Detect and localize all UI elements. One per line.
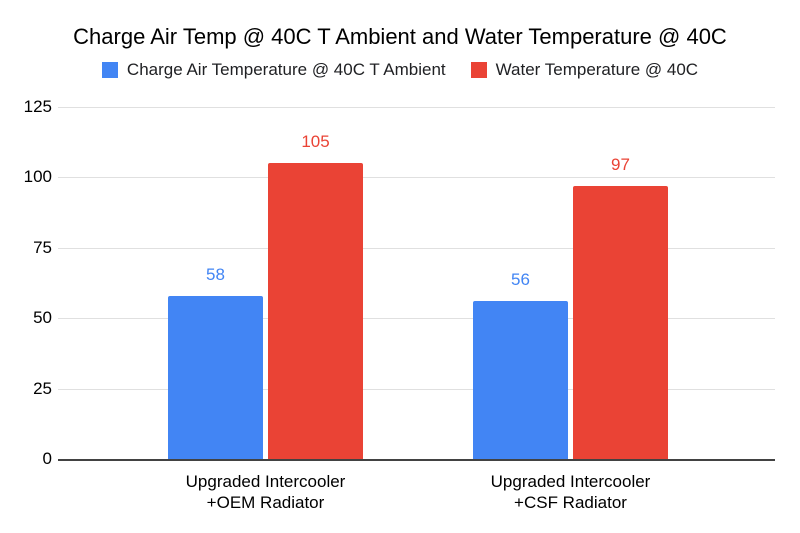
gridline	[58, 247, 775, 249]
y-axis-tick-label: 50	[33, 308, 52, 328]
bar-value-label: 58	[206, 264, 225, 284]
y-axis-tick-label: 100	[23, 167, 52, 187]
bar-water-temperature-40c	[268, 163, 363, 459]
legend-label: Charge Air Temperature @ 40C T Ambient	[126, 60, 446, 79]
legend-swatch	[101, 62, 118, 78]
chart-title: Charge Air Temp @ 40C T Ambient and Wate…	[73, 24, 727, 49]
bar-water-temperature-40c	[573, 185, 668, 459]
x-axis-category-label: Upgraded Intercooler +CSF Radiator	[490, 472, 651, 512]
bar-charge-air-temperature-40c-t-ambient	[473, 301, 568, 459]
gridline	[58, 107, 775, 108]
bar-charge-air-temperature-40c-t-ambient	[168, 295, 263, 459]
bar-value-label: 56	[511, 270, 530, 290]
bar-value-label: 105	[301, 132, 330, 152]
plot-area: 58 105 56 97	[58, 107, 775, 461]
y-axis-tick-label: 25	[33, 378, 52, 398]
gridline	[58, 388, 775, 390]
legend-swatch	[470, 62, 487, 78]
y-axis-tick-label: 125	[23, 97, 52, 116]
legend-label: Water Temperature @ 40C	[495, 60, 699, 79]
bar-value-label: 97	[611, 154, 630, 174]
gridline	[58, 177, 775, 179]
legend-item: Charge Air Temperature @ 40C T Ambient	[101, 60, 446, 80]
y-axis-tick-label: 75	[33, 237, 52, 257]
y-axis-tick-label: 0	[42, 449, 52, 468]
legend: Charge Air Temperature @ 40C T Ambient Wa…	[0, 60, 800, 80]
x-axis-category-label: Upgraded Intercooler +OEM Radiator	[185, 472, 346, 512]
legend-item: Water Temperature @ 40C	[470, 60, 699, 80]
gridline	[58, 318, 775, 320]
